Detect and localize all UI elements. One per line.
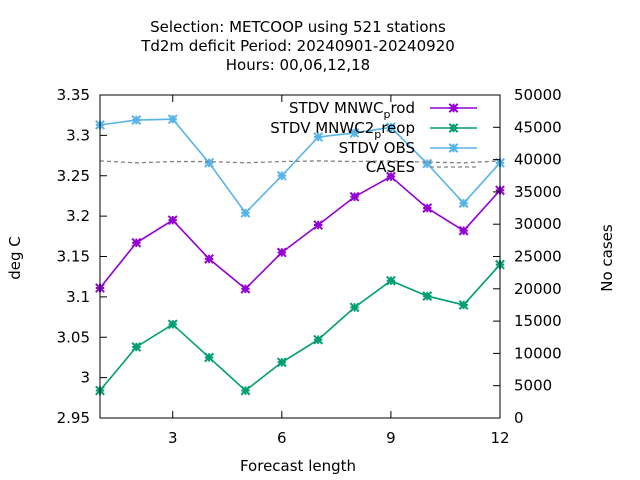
x-tick-label: 9 [386,429,396,447]
data-point [240,207,251,218]
legend-label-main: STDV MNWC2 [270,119,374,137]
data-point [276,170,287,181]
data-point [204,352,214,363]
series-stdv-mnwc2-preop [95,259,505,396]
data-point [313,220,324,230]
y-tick-label: 3.05 [57,328,90,346]
data-point [131,115,142,125]
data-point [313,132,324,142]
plot-frame [99,94,501,419]
legend-entry: STDV MNWCprod [289,99,477,121]
y-tick-label: 3 [80,369,90,387]
data-point [422,291,433,301]
legend-label: STDV MNWC2preop [270,119,415,141]
data-point [458,300,469,310]
data-point [240,385,251,396]
chart-title: Selection: METCOOP using 521 stations Td… [140,18,455,74]
legend-marker [448,143,459,153]
legend-label-sub: p [383,108,390,121]
y-tick-label: 2.95 [57,409,90,427]
series-stdv-mnwc-prod [95,171,505,294]
legend-marker [448,103,459,113]
title-line-3: Hours: 00,06,12,18 [226,56,370,74]
data-point [386,171,396,182]
data-point [276,357,287,368]
y2-tick-label: 35000 [514,183,562,201]
data-point [349,302,360,313]
y-tick-label: 3.15 [57,248,90,266]
y2-tick-label: 5000 [514,377,552,395]
data-point [240,283,251,294]
title-line-2: Td2m deficit Period: 20240901-20240920 [140,37,455,55]
y2-axis-label: No cases [598,224,616,292]
y2-tick-label: 25000 [514,248,562,266]
y2-tick-label: 30000 [514,215,562,233]
series-line [99,264,501,392]
x-tick-label: 3 [168,429,178,447]
data-point [349,191,360,202]
x-tick-label: 12 [490,429,509,447]
y-tick-label: 3.3 [66,126,90,144]
x-tick-label: 6 [277,429,287,447]
y2-tick-label: 45000 [514,118,562,136]
y2-tick-label: 0 [514,409,524,427]
legend-label: STDV MNWCprod [289,99,415,121]
legend-entry: CASES [366,158,477,176]
legend-entry: STDV OBS [339,139,477,157]
data-point [131,237,142,248]
data-point [276,247,287,258]
legend-label-tail: rod [390,99,415,117]
y-tick-label: 3.1 [66,288,90,306]
legend-label-tail: reop [381,119,415,137]
y-tick-label: 3.25 [57,167,90,185]
series-cases [99,160,501,164]
data-point [204,254,214,264]
plot-series [95,114,505,396]
data-point [422,203,433,213]
y2-tick-label: 50000 [514,86,562,104]
data-point [422,158,433,169]
y2-tick-label: 15000 [514,312,562,330]
legend-label: CASES [366,158,415,176]
axis-ticks: 2.95 3 3.05 3.1 3.15 3.2 3.25 3.3 3.35 0 5000 10000… [57,86,562,447]
legend-label-sub: p [374,128,381,141]
data-point [204,157,214,168]
data-point [167,114,178,125]
data-point [313,334,324,345]
legend-entry: STDV MNWC2preop [270,119,477,141]
y2-tick-label: 10000 [514,344,562,362]
legend-label-main: STDV MNWC [289,99,383,117]
data-point [167,319,178,330]
legend-label: STDV OBS [339,139,415,157]
x-axis-label: Forecast length [240,457,356,475]
data-point [458,225,469,236]
y-axis-label: deg C [6,236,24,280]
title-line-1: Selection: METCOOP using 521 stations [150,18,446,36]
data-point [458,198,469,209]
y-tick-label: 3.2 [66,207,90,225]
data-point [167,215,178,226]
series-line [99,175,501,290]
data-point [386,275,396,286]
series-line [99,118,501,215]
y-tick-label: 3.35 [57,86,90,104]
y2-tick-label: 20000 [514,280,562,298]
legend-label-main: CASES [366,158,415,176]
y2-tick-label: 40000 [514,151,562,169]
data-point [349,128,360,138]
data-point [386,122,396,133]
data-point [131,342,142,352]
legend-label-main: STDV OBS [339,139,415,157]
legend-marker [448,123,459,133]
series-line [99,160,501,164]
